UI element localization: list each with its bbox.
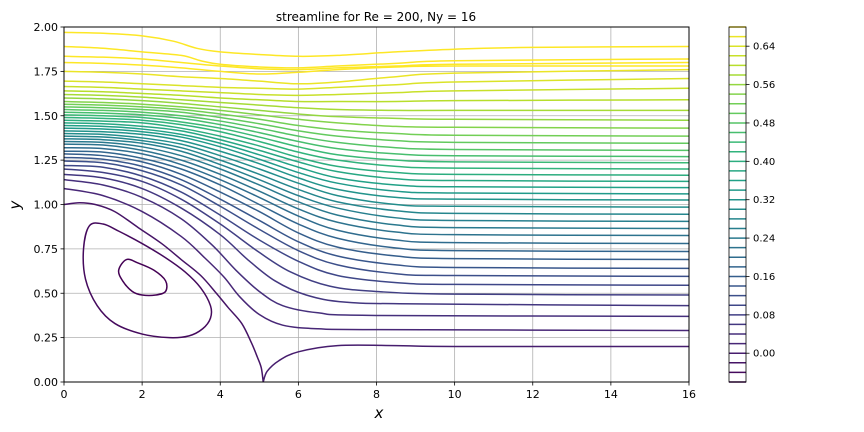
x-tick-label: 8 [373, 388, 380, 401]
colorbar-frame [728, 26, 747, 383]
streamline-contour [63, 103, 690, 137]
streamline-contour [63, 85, 690, 97]
streamline-contour [63, 108, 690, 152]
streamline-contour [63, 140, 690, 230]
colorbar-tick-label: 0.24 [753, 234, 775, 245]
y-tick-label: 1.75 [34, 65, 59, 78]
plot-area [63, 31, 690, 383]
streamline-contour [63, 97, 690, 121]
streamline-contour [63, 124, 690, 189]
streamline-contour [63, 187, 690, 332]
streamline-contour [63, 31, 690, 58]
y-tick-label: 0.75 [34, 243, 59, 256]
y-tick-label: 1.25 [34, 154, 59, 167]
y-tick-label: 0.00 [34, 376, 59, 389]
colorbar-tick-label: 0.48 [753, 118, 775, 129]
x-tick-label: 12 [526, 388, 540, 401]
x-tick-label: 6 [295, 388, 302, 401]
y-tick-label: 1.00 [34, 199, 59, 212]
colorbar-tick-label: 0.16 [753, 272, 775, 283]
y-tick-label: 1.50 [34, 110, 59, 123]
colorbar-tick-label: 0.32 [753, 195, 775, 206]
streamline-contour [63, 55, 690, 71]
y-axis: 0.00 0.25 0.50 0.75 1.00 1.25 1.50 1.75 2.00 [34, 21, 64, 389]
colorbar-tick-label: 0.56 [753, 80, 775, 91]
streamline-contour [63, 168, 690, 296]
x-tick-label: 16 [682, 388, 696, 401]
streamline-contour [63, 146, 690, 245]
x-tick-label: 4 [217, 388, 224, 401]
streamline-contour [63, 150, 690, 253]
streamline-contour [63, 143, 690, 237]
streamline-contour [63, 135, 690, 216]
colorbar-tick-label: 0.64 [753, 42, 775, 53]
x-tick-label: 14 [604, 388, 618, 401]
streamline-contour [63, 138, 690, 223]
chart-title: streamline for Re = 200, Ny = 16 [276, 10, 476, 24]
y-tick-label: 0.50 [34, 287, 59, 300]
streamline-contour [63, 132, 690, 208]
x-tick-label: 0 [61, 388, 68, 401]
x-tick-label: 10 [448, 388, 462, 401]
streamline-contour [63, 106, 690, 145]
streamline-contour [63, 127, 690, 195]
streamline-contour [63, 164, 690, 287]
streamline-contour [63, 111, 690, 158]
streamline-contour [63, 68, 690, 85]
y-axis-label: y [6, 199, 24, 210]
streamline-contour [63, 61, 690, 75]
streamline-contour [63, 116, 690, 170]
streamline-contour [63, 93, 689, 112]
streamline-contour [63, 114, 690, 164]
x-axis-label: x [374, 404, 384, 422]
colorbar: 0.00 0.08 0.16 0.24 0.32 0.40 0.48 0.56 0.64 [728, 26, 775, 383]
recirculation-contour [117, 258, 168, 297]
streamline-contour [63, 178, 690, 318]
streamline-contour [63, 77, 690, 90]
streamline-contour [63, 201, 264, 383]
recirculation-contour [82, 222, 213, 339]
streamline-contour [63, 173, 690, 307]
y-tick-label: 0.25 [34, 332, 59, 345]
streamline-contour [63, 153, 690, 261]
streamline-contour [262, 344, 690, 383]
colorbar-tick-label: 0.40 [753, 157, 775, 168]
colorbar-tick-label: 0.08 [753, 310, 775, 321]
y-tick-label: 2.00 [34, 21, 59, 34]
colorbar-tick-label: 0.00 [753, 349, 775, 360]
x-axis: 0 2 4 6 8 10 12 14 16 [61, 382, 696, 401]
streamline-contour [63, 130, 690, 201]
streamline-contour [63, 156, 690, 270]
streamline-contour [63, 160, 690, 278]
streamline-contour [63, 119, 690, 176]
streamline-contour [63, 100, 690, 129]
streamline-contour [63, 90, 690, 103]
streamline-contour [63, 45, 690, 69]
x-tick-label: 2 [139, 388, 146, 401]
streamline-contour [63, 122, 690, 183]
